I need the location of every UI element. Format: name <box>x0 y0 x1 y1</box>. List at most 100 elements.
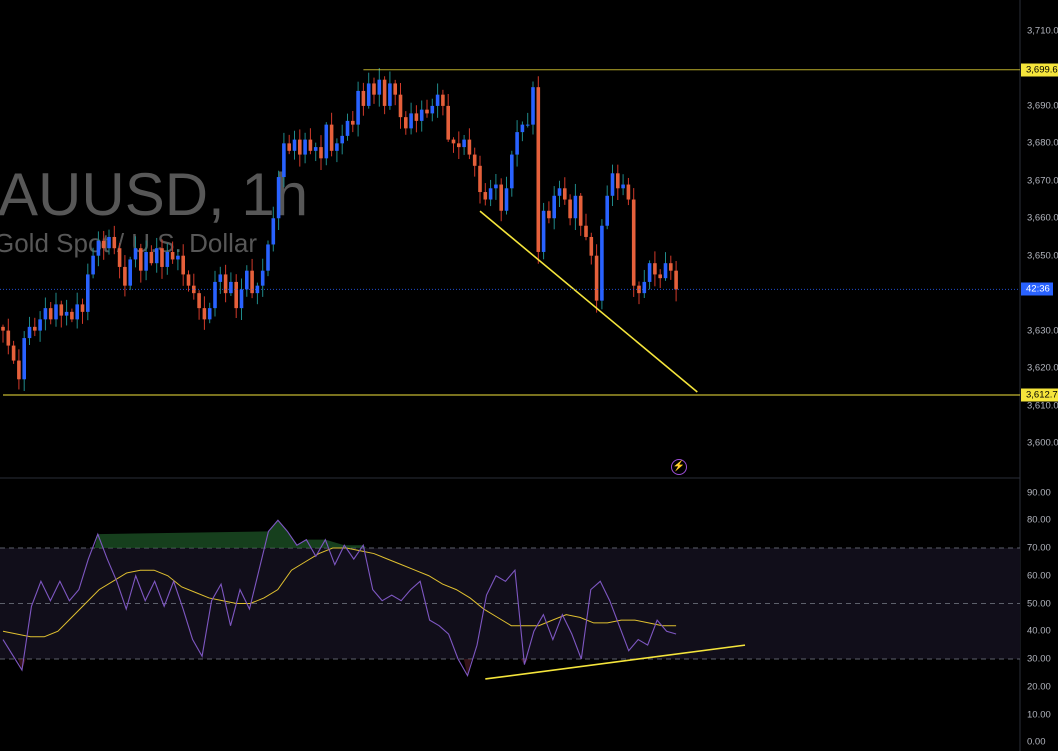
candle-body <box>223 274 228 294</box>
candle-body <box>435 94 440 106</box>
candle-body <box>59 304 64 316</box>
rsi-trendline <box>485 644 746 680</box>
candle-body <box>271 218 276 245</box>
candle-body <box>86 274 90 312</box>
candle-body <box>255 285 260 294</box>
rsi-axis-tick: 30.00 <box>1027 653 1051 665</box>
candle-body <box>414 113 419 121</box>
candle-body <box>27 326 32 339</box>
candle-body <box>218 274 223 282</box>
rsi-axis-tick: 60.00 <box>1027 570 1051 582</box>
candle-body <box>388 83 392 106</box>
rsi-overbought-fill <box>94 520 367 548</box>
candle-body <box>631 199 636 286</box>
candle-body <box>107 236 111 249</box>
candle-body <box>425 109 429 114</box>
candle-body <box>658 274 662 279</box>
candle-body <box>573 195 578 219</box>
candle-body <box>17 360 21 380</box>
candle-body <box>75 304 79 320</box>
candle-body <box>351 120 355 125</box>
candle-body <box>6 330 11 346</box>
candle-body <box>478 165 482 193</box>
candle-body <box>266 244 270 271</box>
candle-body <box>324 124 329 159</box>
candle-body <box>663 263 668 279</box>
candle-body <box>504 188 509 211</box>
candle-body <box>525 124 530 126</box>
symbol-watermark-description: Gold Spot / U.S. Dollar <box>0 228 257 258</box>
candle-body <box>499 184 503 211</box>
candle-body <box>541 210 546 252</box>
candle-body <box>472 154 477 166</box>
candle-body <box>584 225 588 237</box>
candle-body <box>165 251 170 267</box>
price-axis-tick: 3,630.00 <box>1027 325 1058 337</box>
candle-body <box>308 139 313 151</box>
candle-body <box>451 139 456 144</box>
candle-body <box>319 147 323 159</box>
candle-body <box>176 255 180 260</box>
candle-body <box>594 255 599 301</box>
candle-body <box>207 308 212 320</box>
price-axis-tick: 3,620.00 <box>1027 362 1058 374</box>
candle-body <box>600 225 604 301</box>
price-axis-tick: 3,680.00 <box>1027 137 1058 149</box>
candle-body <box>488 188 493 200</box>
rsi-axis-tick: 10.00 <box>1027 709 1051 720</box>
candle-body <box>430 105 435 114</box>
price-axis-tick: 3,710.00 <box>1027 25 1058 37</box>
rsi-ma-line <box>2 547 677 638</box>
candle-body <box>133 248 138 260</box>
candle-body <box>54 304 58 320</box>
candle-body <box>510 154 514 189</box>
candle-body <box>467 139 472 155</box>
trendline <box>479 210 698 393</box>
price-axis-tick: 3,690.00 <box>1027 100 1058 112</box>
candle-body <box>568 199 572 219</box>
candle-body <box>11 345 16 361</box>
candle-body <box>610 173 615 196</box>
candle-body <box>404 117 408 129</box>
candle-body <box>117 248 122 267</box>
candle-body <box>621 184 625 189</box>
rsi-axis-tick: 50.00 <box>1027 598 1051 609</box>
candle-body <box>462 139 466 148</box>
candle-body <box>483 192 488 200</box>
candle-body <box>250 270 254 294</box>
candle-body <box>329 124 334 151</box>
rsi-axis-tick: 0.00 <box>1027 736 1046 748</box>
candle-body <box>70 311 74 320</box>
price-axis-tick: 3,610.00 <box>1027 400 1058 411</box>
rsi-axis-tick: 20.00 <box>1027 681 1051 693</box>
candle-body <box>616 173 620 189</box>
price-level-label: 3,612.79 <box>1021 388 1058 402</box>
price-axis-tick: 3,670.00 <box>1027 175 1058 187</box>
lightning-icon[interactable]: ⚡ <box>671 459 687 475</box>
candle-body <box>626 184 631 200</box>
candle-body <box>536 87 541 252</box>
candle-body <box>64 311 69 316</box>
candle-body <box>128 259 132 286</box>
candle-body <box>515 132 519 155</box>
candle-body <box>552 195 556 219</box>
rsi-pane <box>2 519 746 680</box>
price-axis-tick: 3,660.00 <box>1027 212 1058 224</box>
candle-body <box>33 326 37 331</box>
candle-body <box>170 251 175 260</box>
candle-body <box>38 319 42 331</box>
candle-body <box>202 308 207 320</box>
price-level-label: 3,699.64 <box>1021 63 1058 77</box>
rsi-axis-tick: 40.00 <box>1027 625 1051 637</box>
candle-body <box>419 109 424 121</box>
candle-body <box>557 188 562 196</box>
drawings <box>0 69 1020 396</box>
candle-body <box>605 195 609 226</box>
candle-body <box>197 293 201 309</box>
candle-body <box>22 338 26 380</box>
candle-body <box>547 210 551 219</box>
candle-body <box>669 263 673 271</box>
candle-body <box>335 143 339 151</box>
candle-body <box>1 326 5 331</box>
